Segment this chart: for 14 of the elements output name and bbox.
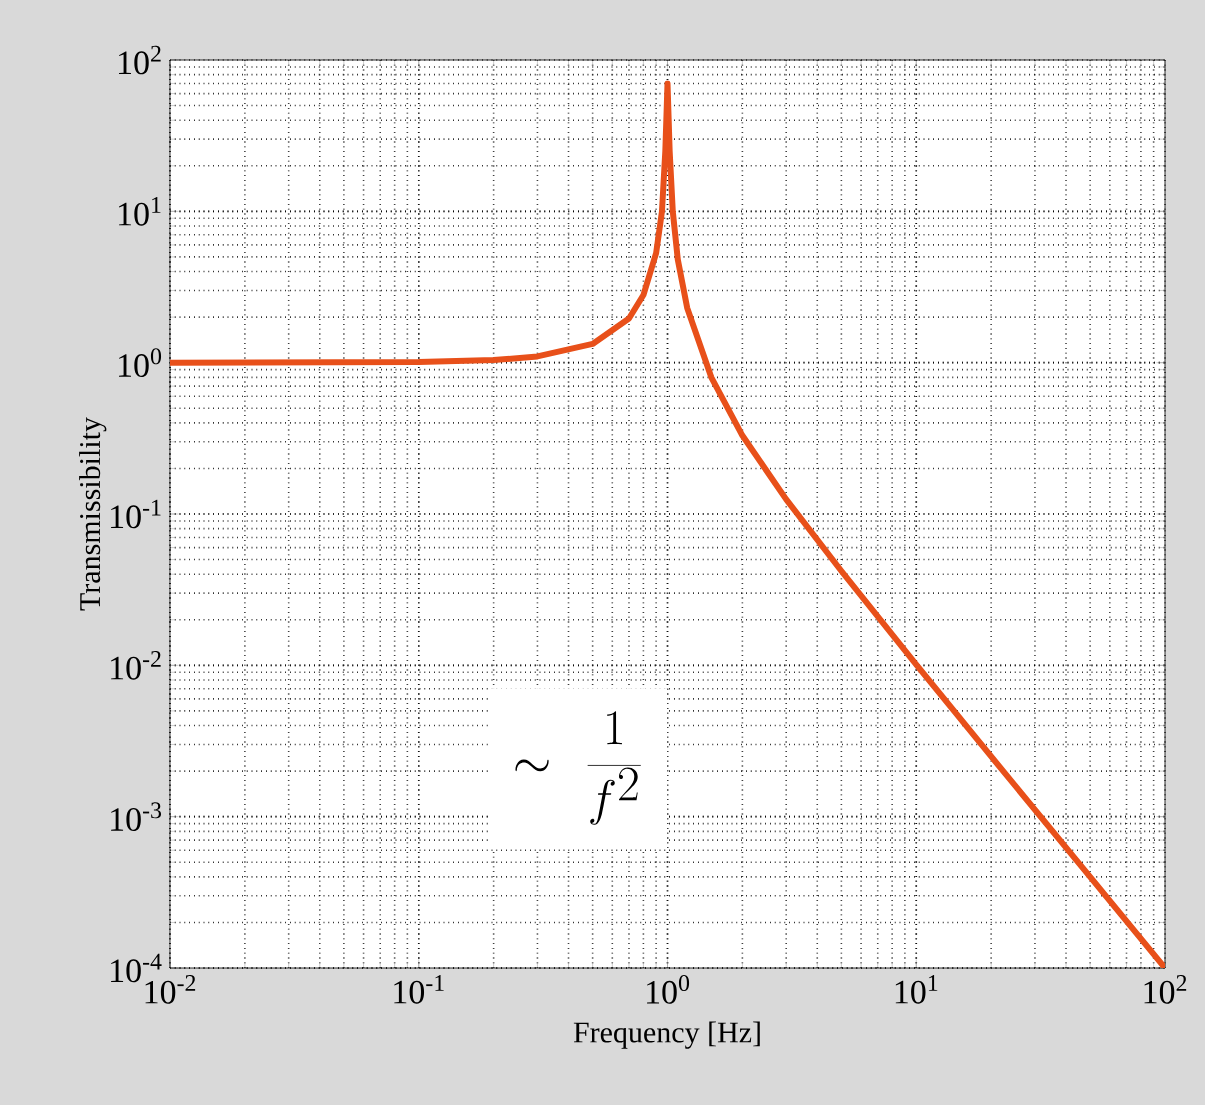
x-tick-label: 10$^{-2}$ xyxy=(145,975,196,1004)
x-tick-label: 10$^{0}$ xyxy=(647,975,690,1004)
y-tick-label: 10$^{2}$ xyxy=(119,45,161,75)
x-axis-title: Frequency [Hz] xyxy=(573,1021,760,1049)
x-tick-label: 10$^{-1}$ xyxy=(394,975,444,1004)
y-tick-label: 10$^{-3}$ xyxy=(111,802,162,831)
y-tick-label: 10$^{-1}$ xyxy=(111,499,161,529)
y-tick-label: 10$^{0}$ xyxy=(119,348,162,378)
annotation: $\sim\ \frac{1}{f^{2}}$ xyxy=(515,711,641,825)
x-tick-label: 10$^{2}$ xyxy=(1144,975,1187,1004)
y-tick-label: 10$^{1}$ xyxy=(119,197,161,226)
y-tick-label: 10$^{-2}$ xyxy=(111,651,161,680)
x-tick-label: 10$^{1}$ xyxy=(895,975,938,1004)
y-axis-title: Transmissibility xyxy=(79,417,107,611)
